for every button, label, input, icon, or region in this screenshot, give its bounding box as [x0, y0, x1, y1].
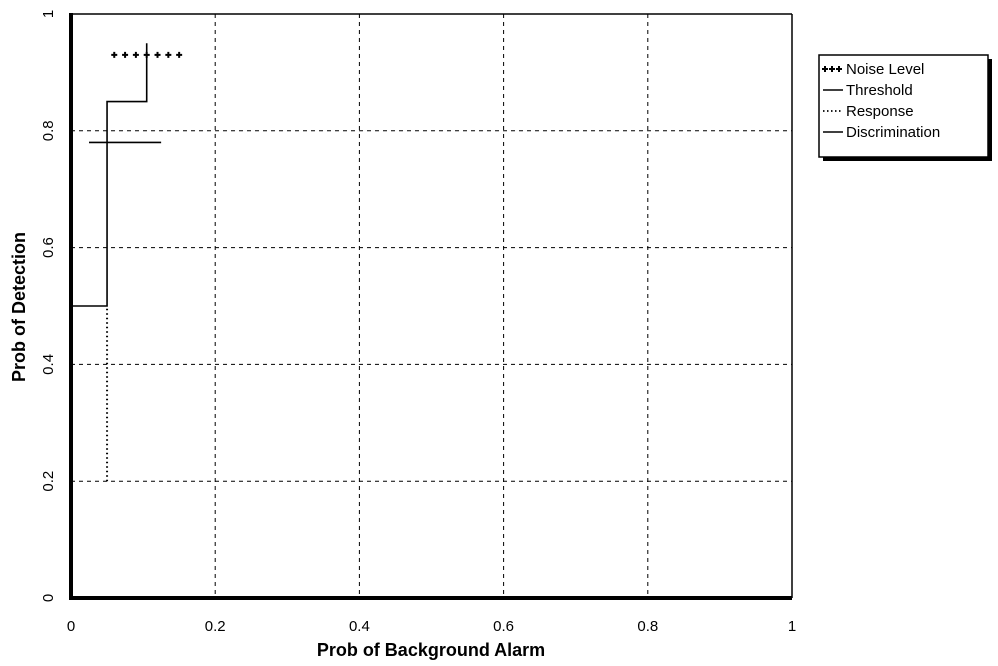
legend-label: Threshold [846, 82, 913, 99]
x-tick-label: 1 [788, 618, 796, 635]
legend-marker [829, 66, 835, 72]
legend-label: Response [846, 103, 914, 120]
x-tick-label: 0.6 [493, 618, 514, 635]
y-tick-label: 1 [40, 10, 57, 18]
legend-items: Noise Level Threshold Response Discriminati… [822, 61, 940, 141]
series-layer [71, 43, 183, 482]
x-tick-label: 0.4 [349, 618, 370, 635]
x-axis-label: Prob of Background Alarm [317, 640, 545, 660]
series-threshold [71, 43, 148, 307]
y-tick-label: 0.2 [40, 471, 57, 492]
y-tick-label: 0.6 [40, 237, 57, 258]
data-point [132, 51, 139, 58]
x-tick-label: 0.8 [637, 618, 658, 635]
data-point [154, 51, 161, 58]
legend-marker [822, 66, 828, 72]
y-tick-label: 0.8 [40, 120, 57, 141]
legend: Noise Level Threshold Response Discriminati… [818, 54, 992, 161]
legend-item-discrimination: Discrimination [823, 124, 940, 141]
grid [71, 14, 792, 598]
data-point [176, 51, 183, 58]
legend-item-response: Response [823, 103, 914, 120]
y-tick-label: 0.4 [40, 354, 57, 375]
legend-label: Discrimination [846, 124, 940, 141]
y-axis-label: Prob of Detection [9, 232, 29, 382]
data-point [122, 51, 129, 58]
legend-item-noise-level: Noise Level [822, 61, 924, 78]
legend-label: Noise Level [846, 61, 924, 78]
axes [69, 13, 793, 600]
legend-item-threshold: Threshold [823, 82, 913, 99]
tick-labels: 0 0.2 0.4 0.6 0.8 1 0 0.2 0.4 0.6 0.8 1 [40, 10, 796, 635]
legend-marker [836, 66, 842, 72]
data-point [111, 51, 118, 58]
x-tick-label: 0.2 [205, 618, 226, 635]
legend-box [818, 54, 989, 158]
y-tick-label: 0 [40, 594, 57, 602]
x-tick-label: 0 [67, 618, 75, 635]
data-point [165, 51, 172, 58]
